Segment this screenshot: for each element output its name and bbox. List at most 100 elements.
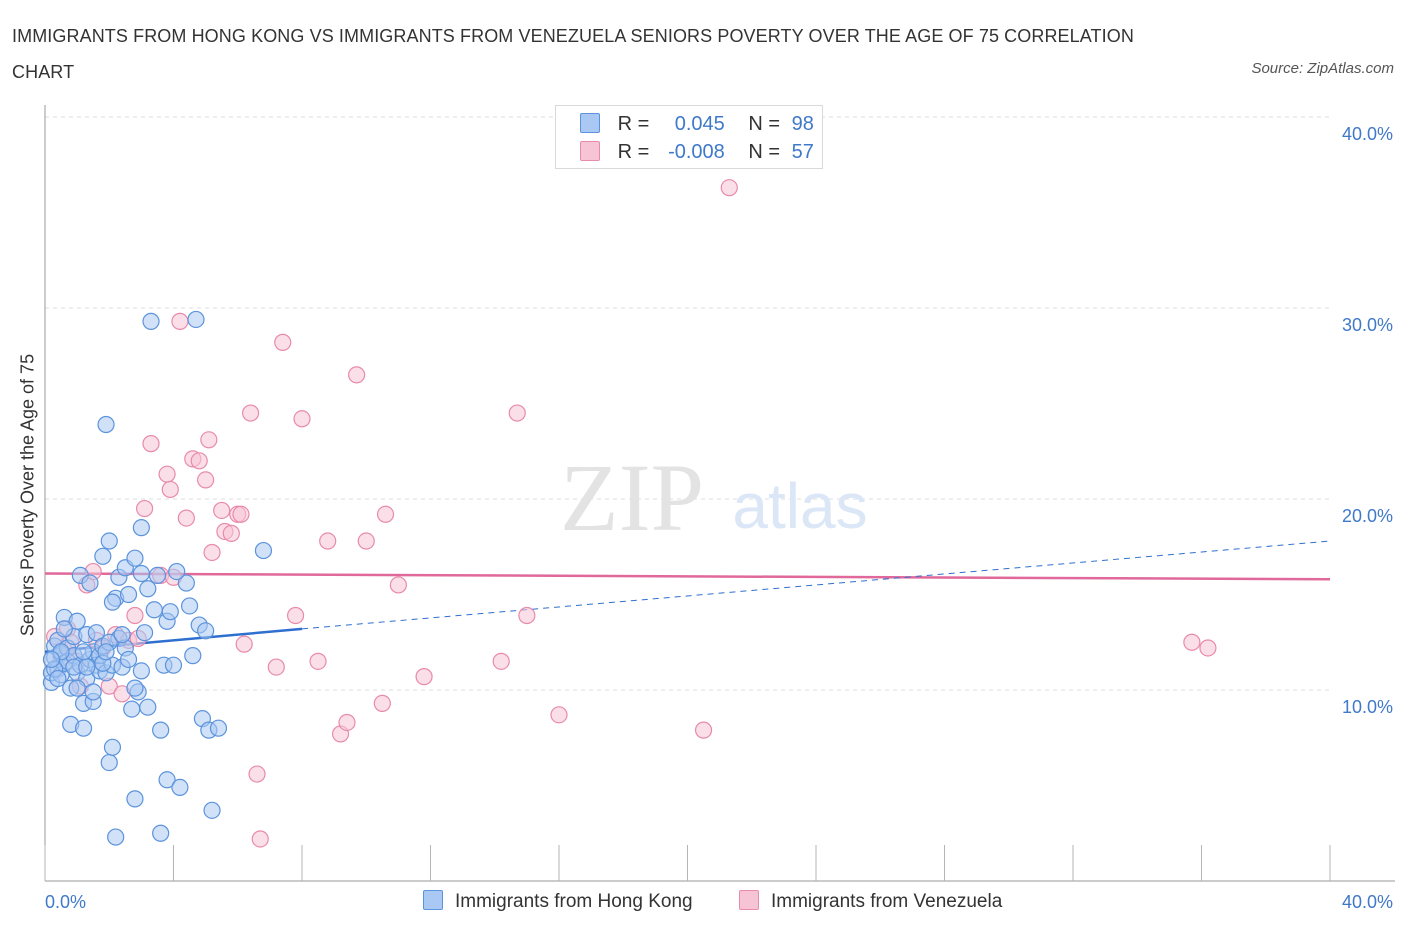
data-point-hong-kong [123,700,141,718]
data-point-venezuela [1183,633,1201,651]
data-point-venezuela [197,471,215,489]
trend-line-hong-kong-extrapolated [301,540,1331,630]
correlation-legend: R = 0.045 N = 98 R = -0.008 N = 57 [555,105,823,169]
legend-row-venezuela: R = -0.008 N = 57 [580,140,814,164]
data-point-hong-kong [197,622,215,640]
data-point-venezuela [213,501,231,520]
data-point-venezuela [518,606,536,625]
x-tick-label: 40.0% [1342,892,1393,912]
data-point-venezuela [203,543,221,562]
legend-swatch-venezuela [739,890,759,910]
data-point-hong-kong [142,312,160,330]
data-point-venezuela [694,721,713,739]
data-point-venezuela [248,765,266,783]
watermark: ZIP atlas [560,444,868,551]
data-point-venezuela [200,431,218,449]
legend-swatch-hong-kong [423,890,443,910]
grid [45,116,1330,691]
legend-r-label: R = [617,141,650,163]
data-point-hong-kong [203,801,221,819]
data-point-venezuela [492,652,510,670]
legend-r-label: R = [617,113,650,135]
legend-n-label: N = [748,141,781,163]
legend-label-venezuela: Immigrants from Venezuela [771,891,1003,912]
data-point-hong-kong [103,593,122,611]
data-point-hong-kong [152,721,170,739]
legend-item-hong-kong[interactable]: Immigrants from Hong Kong [423,888,693,916]
data-point-hong-kong [132,519,150,537]
data-point-hong-kong [113,626,131,644]
data-point-venezuela [274,333,292,351]
legend-r-value: 0.045 [674,113,725,135]
data-point-hong-kong [103,738,122,756]
data-point-hong-kong [97,643,115,661]
data-point-venezuela [373,694,391,712]
data-point-hong-kong [126,679,144,697]
trend-lines [44,540,1331,654]
data-point-venezuela [222,524,240,542]
data-point-venezuela [720,179,738,197]
data-point-venezuela [348,366,366,384]
legend-n-value: 98 [791,113,814,135]
data-point-venezuela [338,713,356,732]
data-point-hong-kong [177,574,195,592]
data-point-hong-kong [74,719,93,737]
data-point-hong-kong [148,566,167,585]
data-point-venezuela [171,312,189,330]
watermark-zip: ZIP [560,444,704,551]
legend-item-venezuela[interactable]: Immigrants from Venezuela [739,888,1002,916]
data-point-venezuela [161,480,179,499]
data-point-venezuela [135,499,154,518]
data-point-hong-kong [209,719,228,737]
data-point-hong-kong [171,778,189,797]
legend-row-hong-kong: R = 0.045 N = 98 [580,112,814,136]
data-point-hong-kong [74,643,93,661]
data-point-hong-kong [184,647,202,665]
y-tick-label: 30.0% [1342,315,1393,335]
data-point-venezuela [319,532,337,550]
legend-r-value: -0.008 [668,141,725,163]
data-point-hong-kong [139,698,157,716]
data-point-hong-kong [107,828,125,846]
y-tick-label: 40.0% [1342,124,1393,144]
data-point-hong-kong [139,580,157,598]
data-point-venezuela [126,606,144,625]
data-point-venezuela [267,658,285,676]
data-point-hong-kong [97,415,115,434]
data-point-venezuela [309,652,327,670]
data-point-hong-kong [132,662,150,680]
data-point-venezuela [251,830,269,848]
data-point-hong-kong [42,650,61,669]
data-point-venezuela [232,505,250,523]
data-point-venezuela [376,505,395,523]
tick-labels: 10.0% 20.0% 30.0% 40.0% 0.0% 40.0% [45,124,1393,912]
data-point-hong-kong [132,564,150,583]
data-point-hong-kong [158,771,176,789]
data-point-hong-kong [168,562,186,581]
y-tick-label: 10.0% [1342,697,1393,717]
series-venezuela-points [46,179,1217,848]
data-point-hong-kong [187,310,205,329]
data-point-hong-kong [126,549,144,567]
data-point-hong-kong [55,620,73,638]
data-point-venezuela [158,465,176,483]
data-point-venezuela [177,509,195,527]
x-tick-label: 0.0% [45,892,86,912]
y-axis-label: Seniors Poverty Over the Age of 75 [17,353,38,637]
data-point-hong-kong [254,541,273,560]
data-point-hong-kong [84,683,102,701]
data-point-venezuela [550,706,568,724]
data-point-hong-kong [78,658,96,676]
data-point-hong-kong [180,597,199,615]
y-tick-label: 20.0% [1342,506,1393,526]
data-point-hong-kong [68,612,86,630]
legend-n-value: 57 [791,141,814,163]
data-point-hong-kong [94,547,112,565]
data-point-hong-kong [81,574,99,592]
legend-n-label: N = [748,113,781,135]
legend-swatch-hong-kong [580,113,600,133]
data-point-hong-kong [100,753,118,772]
data-point-hong-kong [49,669,67,688]
data-point-hong-kong [68,679,86,697]
